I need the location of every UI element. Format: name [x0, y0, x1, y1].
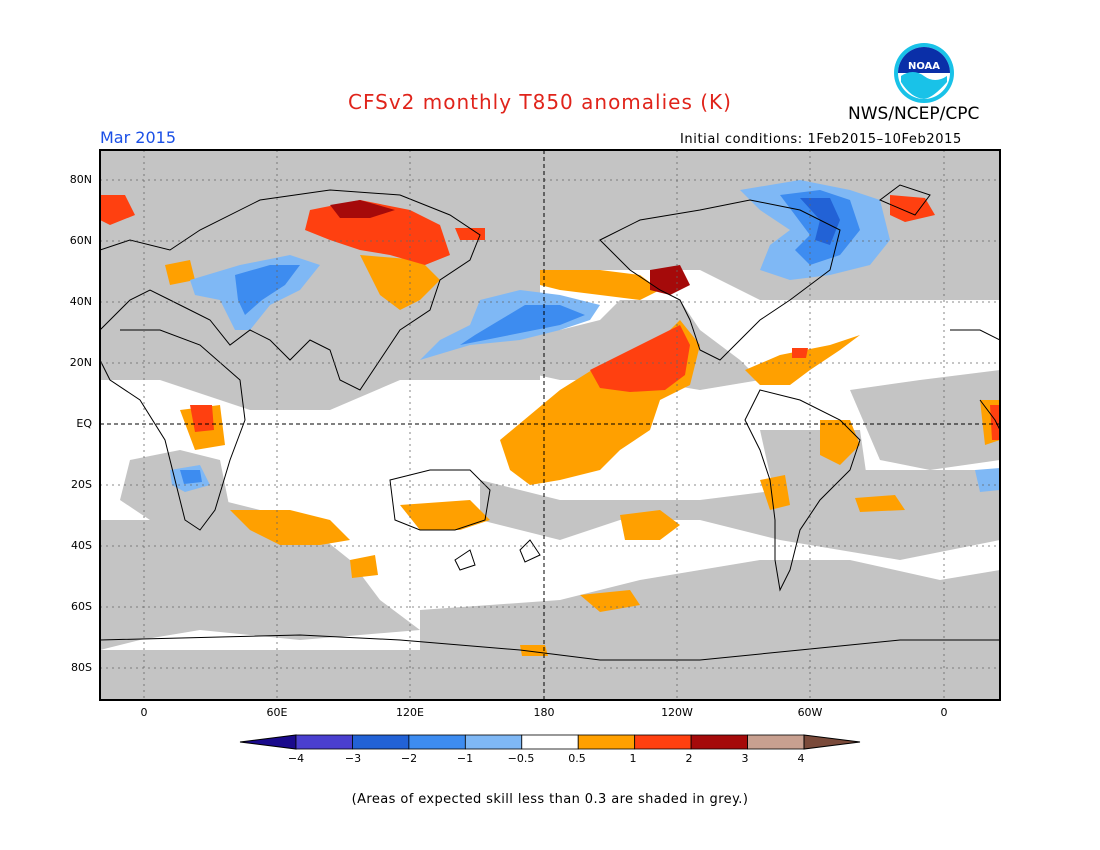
- colorbar-swatch: [352, 734, 410, 750]
- map-frame: [99, 149, 1001, 701]
- gridlines: [100, 150, 1000, 700]
- colorbar-swatch: [747, 734, 805, 750]
- colorbar-label: 1: [629, 752, 637, 765]
- colorbar-label: −0.5: [507, 752, 535, 765]
- colorbar-swatch: [634, 734, 692, 750]
- colorbar-label: −1: [456, 752, 474, 765]
- anomaly-minus-two: [800, 198, 840, 245]
- colorbar-swatch: [464, 734, 523, 750]
- forecast-month: Mar 2015: [100, 128, 176, 147]
- colorbar-swatch: [690, 734, 748, 750]
- colorbar-label: 4: [797, 752, 805, 765]
- equator-dateline: [100, 150, 1000, 700]
- colorbar-min-arrow: [239, 734, 297, 750]
- lat-label: 20N: [69, 356, 92, 369]
- lat-label: EQ: [76, 417, 92, 430]
- lat-label: 80N: [69, 173, 92, 186]
- lon-label: 0: [940, 706, 948, 719]
- lon-label: 120E: [396, 706, 424, 719]
- colorbar-label: 0.5: [568, 752, 586, 765]
- lat-label: 20S: [71, 478, 92, 491]
- lat-label: 60N: [69, 234, 92, 247]
- lon-label: 0: [140, 706, 148, 719]
- colorbar-swatch: [295, 734, 353, 750]
- colorbar: [239, 734, 861, 750]
- colorbar-swatch: [577, 734, 636, 750]
- lon-label: 60E: [266, 706, 288, 719]
- anomaly-plus-two: [330, 200, 690, 295]
- chart-title: CFSv2 monthly T850 anomalies (K): [348, 90, 732, 114]
- colorbar-max-arrow: [803, 734, 861, 750]
- colorbar-label: 3: [741, 752, 749, 765]
- agency-label: NWS/NCEP/CPC: [848, 104, 980, 124]
- colorbar-swatch: [521, 734, 579, 750]
- lon-label: 60W: [797, 706, 823, 719]
- anomaly-minus-one: [180, 190, 860, 484]
- lat-label: 40S: [71, 539, 92, 552]
- coastlines: [100, 184, 1000, 661]
- lon-label: 180: [533, 706, 555, 719]
- colorbar-label: −3: [344, 752, 362, 765]
- lat-label: 60S: [71, 600, 92, 613]
- lon-label: 120W: [661, 706, 693, 719]
- logo-text: NOAA: [908, 61, 940, 72]
- colorbar-label: 2: [685, 752, 693, 765]
- lat-label: 40N: [69, 295, 92, 308]
- footnote: (Areas of expected skill less than 0.3 a…: [351, 792, 749, 807]
- colorbar-label: −2: [400, 752, 418, 765]
- grey-skill-regions: [100, 150, 1000, 700]
- initial-conditions: Initial conditions: 1Feb2015–10Feb2015: [680, 132, 962, 147]
- noaa-logo: NOAA: [894, 43, 954, 103]
- lat-label: 80S: [71, 661, 92, 674]
- colorbar-label: −4: [287, 752, 305, 765]
- colorbar-swatch: [408, 734, 466, 750]
